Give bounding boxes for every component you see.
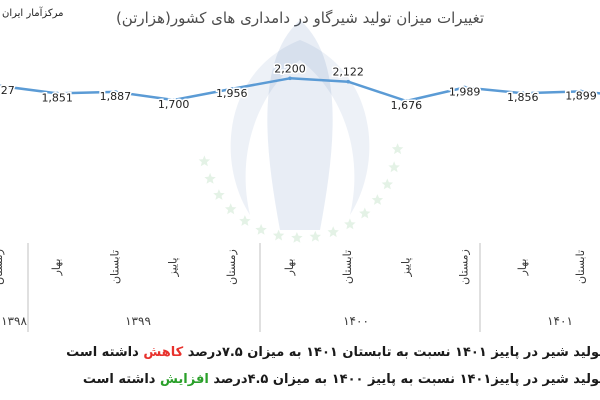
data-label: 1,676 [391, 99, 423, 112]
logo-star [272, 229, 285, 241]
data-point [288, 76, 292, 81]
data-point [171, 98, 176, 102]
data-label: 1,899 [565, 89, 597, 102]
logo-star [255, 223, 267, 235]
data-label: 1,989 [449, 85, 481, 98]
season-tick-label: تابستان [574, 250, 587, 284]
season-tick-label: زمستان [225, 249, 238, 285]
data-point [230, 87, 234, 91]
season-tick-label: بهار [516, 259, 529, 277]
data-label: 2,200 [274, 62, 306, 75]
data-point [55, 91, 59, 96]
data-label: 2,122 [332, 66, 364, 79]
note-2-before: تولید شیر در پاییز۱۴۰۱ نسبت به پاییز ۱۴۰… [213, 372, 600, 387]
data-label: 1,887 [100, 90, 132, 103]
year-label: ۱۳۹۸ [1, 314, 27, 328]
data-point [521, 91, 525, 96]
data-label: 1,856 [507, 91, 539, 104]
chart-svg: زمستان بهار تابستان پاییز زمستان بهار تابستان پ… [0, 20, 600, 332]
season-tick-label: تابستان [341, 250, 354, 284]
season-tick-label: بهار [283, 259, 296, 277]
note-line-2: تولید شیر در پاییز۱۴۰۱ نسبت به پاییز ۱۴۰… [83, 372, 600, 387]
logo-drop [267, 20, 333, 230]
logo-star [291, 232, 303, 243]
data-point [113, 90, 118, 94]
data-label: 1,851 [41, 91, 73, 104]
logo-star [239, 215, 251, 226]
season-tick-label: پاییز [399, 258, 412, 278]
data-label: 1,956 [216, 87, 248, 100]
season-tick-label: زمستان [0, 249, 5, 285]
note-1-after: داشته است [66, 345, 139, 360]
logo-star [198, 155, 211, 167]
data-label: 2,027 [0, 84, 15, 97]
logo-star [391, 143, 404, 155]
logo-star [327, 226, 339, 238]
watermark-logo [198, 20, 404, 243]
data-labels: 2,027 1,851 1,887 1,700 1,956 2,200 2,122 1,676… [0, 61, 598, 114]
data-point [346, 79, 351, 84]
note-1-keyword: کاهش [143, 345, 184, 360]
year-label: ۱۴۰۰ [343, 314, 369, 328]
note-1-before: تولید شیر در پاییز ۱۴۰۱ نسبت به تابستان … [187, 345, 600, 360]
logo-star [213, 189, 225, 200]
series-line [0, 76, 600, 103]
logo-star [225, 203, 237, 215]
note-line-1: تولید شیر در پاییز ۱۴۰۱ نسبت به تابستان … [66, 345, 600, 360]
x-axis: زمستان بهار تابستان پاییز زمستان بهار تابستان پ… [0, 243, 587, 332]
series-path [0, 77, 600, 103]
logo-star [309, 230, 321, 242]
data-point [0, 84, 1, 88]
season-tick-label: پاییز [167, 258, 180, 278]
data-point [404, 99, 409, 103]
year-label: ۱۳۹۹ [125, 314, 151, 328]
year-label: ۱۴۰۱ [547, 314, 573, 328]
data-point [579, 89, 583, 94]
logo-star [371, 194, 384, 205]
data-label: 1,700 [158, 98, 190, 111]
logo-star [359, 207, 371, 219]
source-label: مرکزآمار ایران [2, 8, 64, 19]
logo-star [204, 172, 216, 184]
chart-title: تغییرات میزان تولید شیرگاو در دامداری ها… [115, 9, 485, 27]
season-tick-label: تابستان [108, 250, 121, 284]
season-tick-label: بهار [50, 259, 63, 277]
data-point [462, 85, 467, 90]
season-tick-label: زمستان [458, 249, 471, 285]
note-2-keyword: افزایش [160, 372, 209, 387]
logo-star [381, 178, 393, 190]
note-2-after: داشته است [82, 372, 156, 387]
footer-notes: تولید شیر در پاییز ۱۴۰۱ نسبت به تابستان … [0, 336, 600, 400]
logo-star [388, 161, 400, 173]
logo-star [344, 218, 356, 230]
